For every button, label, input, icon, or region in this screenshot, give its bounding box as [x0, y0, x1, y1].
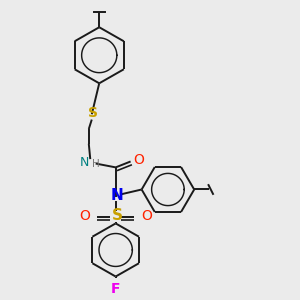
- Text: O: O: [142, 209, 152, 223]
- Text: H: H: [92, 158, 100, 169]
- Text: S: S: [88, 106, 98, 120]
- Text: O: O: [79, 209, 90, 223]
- Text: F: F: [111, 282, 120, 296]
- Text: N: N: [80, 156, 89, 169]
- Text: N: N: [110, 188, 123, 203]
- Text: S: S: [112, 208, 123, 223]
- Text: O: O: [133, 153, 144, 167]
